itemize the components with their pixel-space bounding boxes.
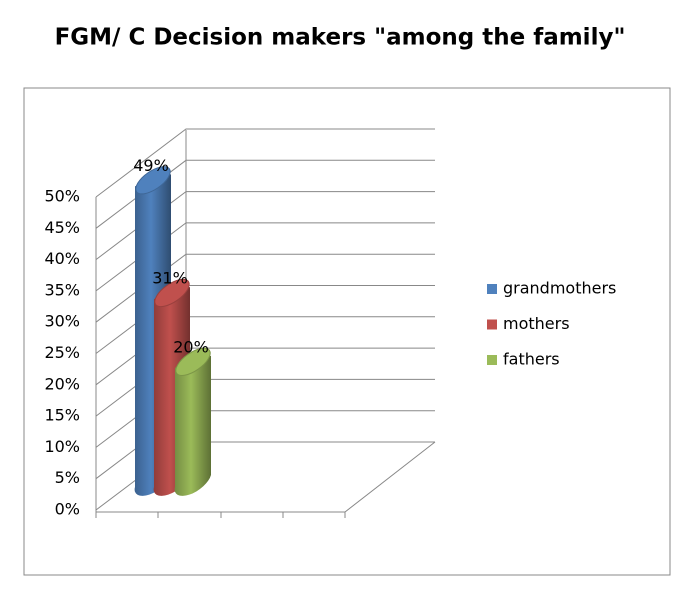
x-ticks: [95, 512, 346, 518]
bar-top: [175, 347, 211, 376]
chart-frame: [23, 87, 671, 576]
y-tick-label: 40%: [44, 249, 80, 268]
bar-top: [135, 166, 171, 195]
legend-swatch: [487, 284, 497, 294]
data-label: 31%: [152, 268, 188, 287]
bar-body: [174, 355, 211, 496]
legend-swatch: [487, 355, 497, 365]
y-tick-label: 20%: [44, 374, 80, 393]
legend-label: grandmothers: [503, 279, 616, 298]
y-tick-label: 15%: [44, 406, 80, 425]
y-tick-label: 25%: [44, 343, 80, 362]
y-tick-label: 45%: [44, 218, 80, 237]
bar: [174, 347, 211, 496]
y-tick-label: 30%: [44, 312, 80, 331]
y-tick-label: 0%: [55, 500, 80, 519]
legend-label: mothers: [503, 314, 570, 333]
grid-line: [95, 253, 435, 323]
y-tick-label: 50%: [44, 187, 80, 206]
grid-line: [95, 222, 435, 292]
data-label: 49%: [133, 156, 169, 175]
bar-top: [154, 278, 190, 308]
y-tick-label: 10%: [44, 437, 80, 456]
legend-label: fathers: [503, 350, 560, 369]
chart-title: FGM/ C Decision makers "among the family…: [55, 25, 626, 51]
y-tick-label: 5%: [55, 468, 80, 487]
grid-line: [95, 191, 435, 260]
legend-swatch: [487, 319, 497, 330]
grid-line: [95, 159, 435, 229]
y-tick-label: 35%: [44, 280, 80, 299]
data-label: 20%: [173, 337, 209, 356]
grid-line: [95, 128, 435, 198]
